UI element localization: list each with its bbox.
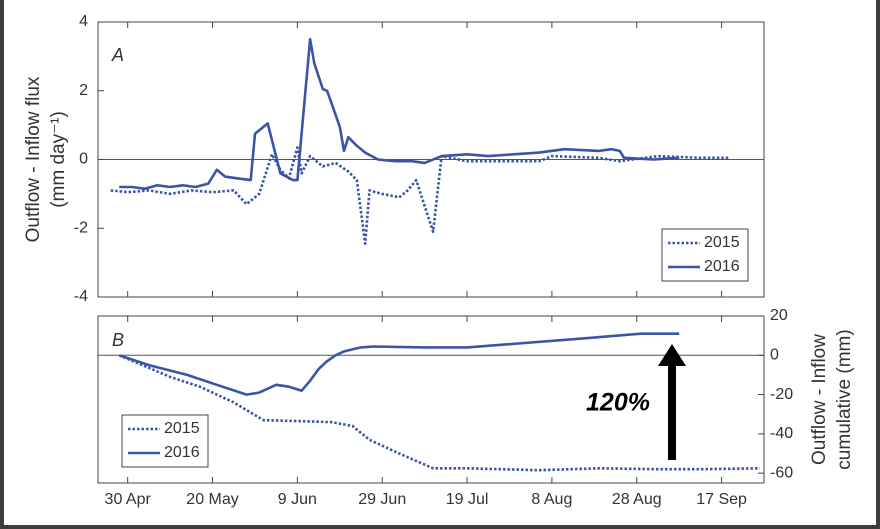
y-tick-label: 2	[79, 82, 88, 99]
arrow-head	[658, 344, 686, 366]
plot-frame	[97, 315, 765, 484]
legend-box	[121, 414, 209, 468]
x-tick-label: 20 May	[186, 491, 238, 508]
series-line	[119, 37, 680, 190]
y-tick-label: -20	[770, 386, 793, 403]
legend-box	[661, 228, 749, 282]
legend-label: 2016	[704, 258, 740, 275]
y-tick-label: 0	[79, 151, 88, 168]
y-tick-label: 4	[79, 13, 88, 30]
panel-label: A	[111, 45, 124, 65]
y-axis-label: cumulative (mm)	[834, 329, 855, 469]
x-tick-label: 9 Jun	[278, 491, 317, 508]
y-tick-label: -40	[770, 425, 793, 442]
legend-label: 2015	[164, 420, 200, 437]
y-axis-label: Outflow - Inflow	[809, 334, 830, 465]
y-axis-label: Outflow - Inflow flux	[23, 76, 44, 242]
x-tick-label: 8 Aug	[531, 491, 572, 508]
x-tick-label: 19 Jul	[446, 491, 489, 508]
legend-label: 2015	[704, 234, 740, 251]
x-tick-label: 29 Jun	[358, 491, 406, 508]
series-line	[118, 332, 680, 396]
legend-label: 2016	[164, 444, 200, 461]
x-tick-label: 17 Sep	[696, 491, 747, 508]
annotation: 120%	[586, 389, 650, 417]
y-tick-label: 20	[770, 307, 788, 324]
y-tick-label: -4	[74, 288, 88, 305]
x-tick-label: 30 Apr	[105, 491, 152, 508]
y-tick-label: -60	[770, 464, 793, 481]
panel-label: B	[112, 330, 124, 350]
y-axis-label: (mm day⁻¹)	[48, 111, 69, 208]
x-tick-label: 28 Aug	[612, 491, 662, 508]
y-tick-label: -2	[74, 219, 88, 236]
y-tick-label: 0	[770, 347, 779, 364]
